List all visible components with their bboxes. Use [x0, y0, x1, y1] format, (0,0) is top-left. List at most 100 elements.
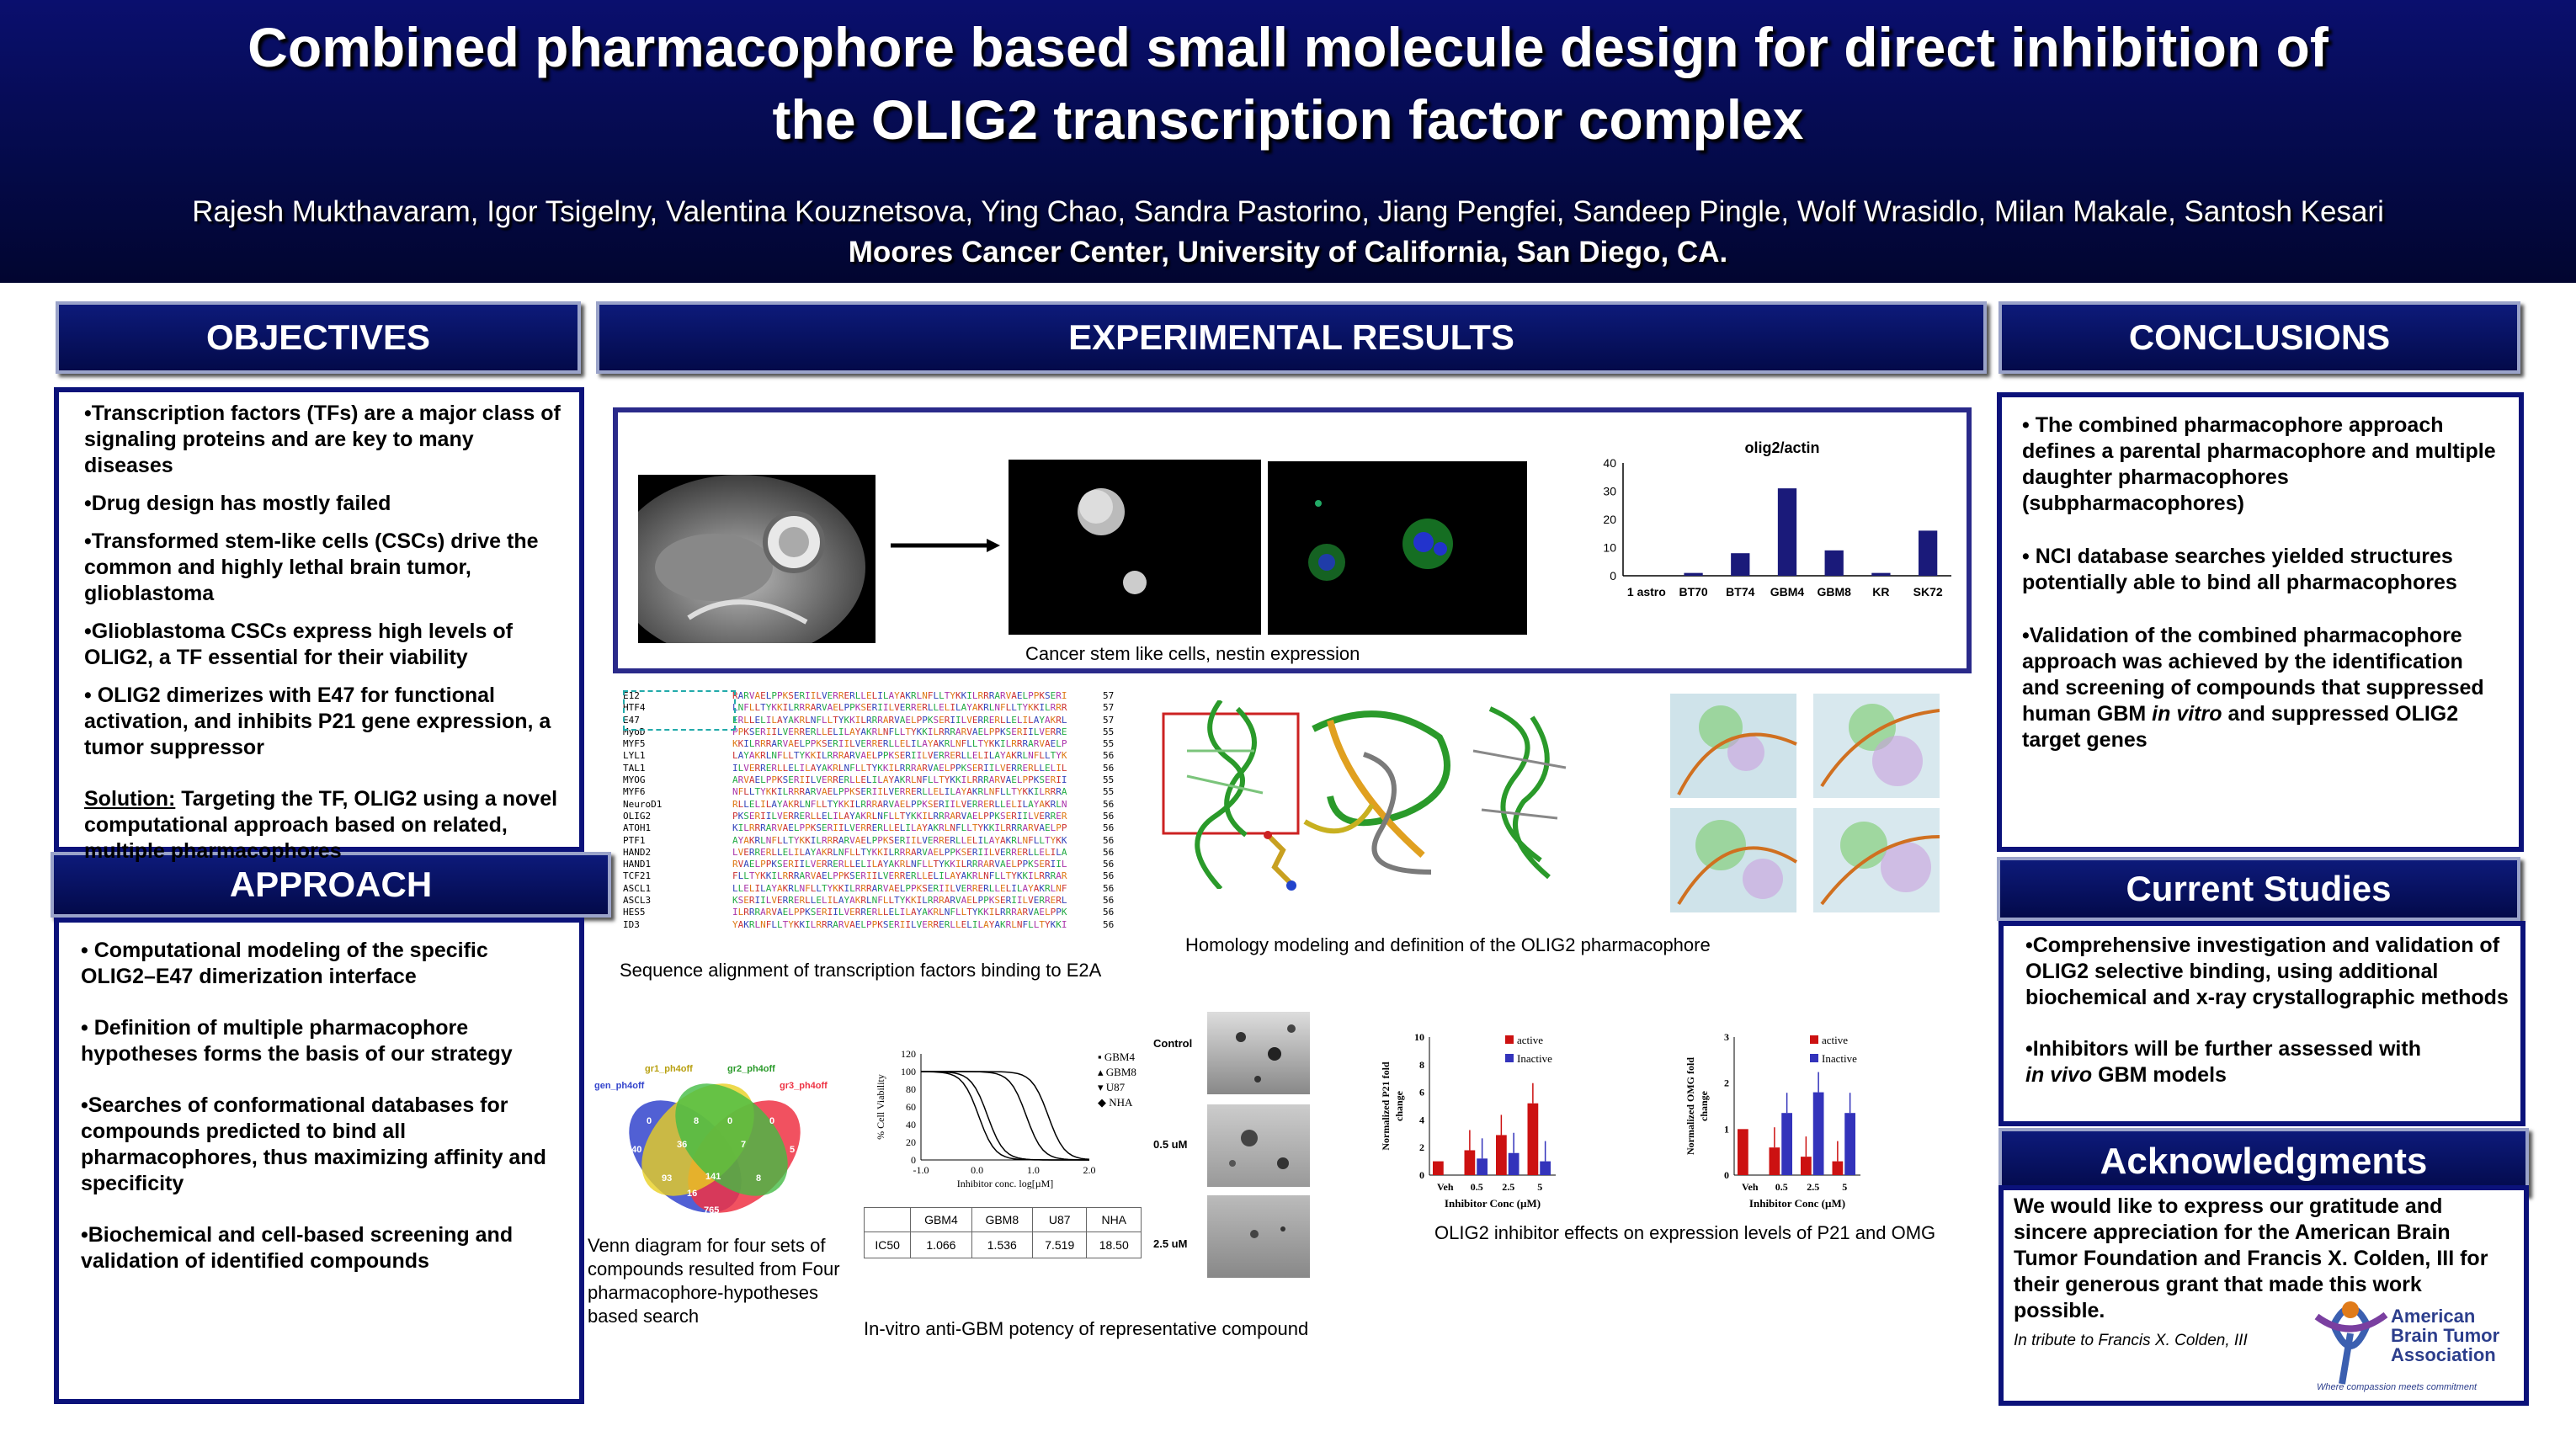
sequence-alignment: E12 HTF4 E47 MyoD MYF5 LYL1 TAL1 MYOG MYF6 NeuroD… [623, 690, 1128, 948]
conclusion-3-italic: in vitro [2152, 702, 2222, 726]
x-tick-label: 0.5 [1471, 1181, 1483, 1193]
solution-label: Solution: [84, 787, 176, 811]
sequence-row: LLELILAYAKRLNFLLTYKKILRRRARVAELPPKSERIIL… [732, 882, 1067, 894]
solution: Solution: Targeting the TF, OLIG2 using … [84, 786, 564, 864]
ic50-header-cell: U87 [1031, 1207, 1088, 1232]
sequence-end: 56 [1103, 822, 1115, 834]
sequence-name: ASCL1 [623, 882, 652, 894]
ic50-value: 1.536 [971, 1232, 1033, 1258]
y-axis-label: change [1393, 1090, 1405, 1121]
homology-model-3 [1465, 700, 1579, 886]
sequence-name: MYOG [623, 774, 646, 786]
approach-panel: • Computational modeling of the specific… [54, 918, 584, 1404]
homology-caption: Homology modeling and definition of the … [1185, 934, 1711, 955]
bar [1477, 1158, 1488, 1175]
venn-diagram: gen_ph4off gr1_ph4off gr2_ph4off gr3_ph4… [593, 1056, 837, 1219]
ic50-header-row: GBM4 GBM8 U87 NHA [863, 1207, 1142, 1232]
venn-count: 0 [672, 1086, 678, 1096]
approach-4: •Biochemical and cell-based screening an… [81, 1223, 514, 1273]
x-tick-label: 2.0 [1083, 1164, 1096, 1176]
bar [1919, 530, 1938, 576]
sequence-name: HAND2 [623, 846, 652, 858]
approach-3: •Searches of conformational databases fo… [81, 1093, 546, 1195]
venn-count: 0 [647, 1116, 652, 1126]
sequence-end: 56 [1103, 762, 1115, 774]
sequence-end: 56 [1103, 798, 1115, 810]
venn-count: 16 [687, 1189, 698, 1199]
bar [1433, 1161, 1444, 1175]
y-tick-label: 120 [901, 1048, 916, 1060]
results-header: EXPERIMENTAL RESULTS [596, 301, 1987, 374]
current-2: •Inhibitors will be further assessed wit… [2025, 1036, 2512, 1088]
pharmacophore-1 [1670, 694, 1797, 798]
venn-count: 8 [694, 1116, 700, 1126]
affiliation: Moores Cancer Center, University of Cali… [848, 236, 1728, 269]
approach-2: • Definition of multiple pharmacophore h… [81, 1016, 513, 1066]
viability-chart: 0 20 40 60 80 100 120 -1.0 0.0 1.0 2.0 Inhibitor co… [875, 1048, 1136, 1189]
sequence-row: PKSERIILVERRERLLELILAYAKRLNFLLTYKKILRRRA… [732, 810, 1067, 822]
colony-image-control [1207, 1012, 1310, 1094]
legend-entry: active [1517, 1034, 1543, 1046]
bar [1801, 1157, 1812, 1175]
venn-set-4: gr3_ph4off [780, 1081, 828, 1091]
bar [1832, 1161, 1844, 1175]
objective-2: •Drug design has mostly failed [84, 492, 391, 515]
omg-chart: 0 1 2 3 Veh 0.5 2.5 5 Inhibitor Conc (µM) Normali… [1685, 1031, 1860, 1210]
arrow-icon [891, 539, 1000, 552]
legend-swatch [1505, 1035, 1514, 1044]
legend-entry: ◆ NHA [1098, 1096, 1133, 1109]
x-tick-label: GBM8 [1817, 585, 1851, 598]
approach-header: APPROACH [51, 852, 611, 918]
pharmacophore-2 [1813, 694, 1940, 798]
logo-text: American Brain Tumor Association [2391, 1306, 2499, 1365]
y-axis-label: % Cell Viability [875, 1074, 886, 1140]
ic50-value-row: IC50 1.066 1.536 7.519 18.50 [863, 1232, 1142, 1258]
sequence-end: 55 [1103, 738, 1115, 750]
y-tick-label: 30 [1603, 485, 1616, 498]
x-tick-label: -1.0 [913, 1164, 929, 1176]
objective-1: •Transcription factors (TFs) are a major… [84, 402, 561, 477]
objectives-header: OBJECTIVES [56, 301, 581, 374]
series-line [921, 1071, 1090, 1161]
current-studies-header: Current Studies [1997, 857, 2520, 921]
series-line [921, 1071, 1090, 1161]
bar [1738, 1129, 1748, 1175]
colony-label-05: 0.5 uM [1153, 1138, 1188, 1151]
y-tick-label: 0 [911, 1154, 916, 1166]
sequence-caption: Sequence alignment of transcription fact… [620, 960, 1102, 981]
sequence-row: ILRRRARVAELPPKSERIILVERRERLLELILAYAKRLNF… [732, 907, 1067, 918]
homology-model-1 [1162, 699, 1305, 891]
tribute-text: In tribute to Francis X. Colden, III [2014, 1332, 2248, 1349]
bar [1496, 1135, 1507, 1175]
abta-logo: American Brain Tumor Association Where c… [2308, 1291, 2510, 1401]
logo-line-2: Brain Tumor [2391, 1325, 2500, 1346]
pharmacophore-images [1670, 694, 1940, 912]
ic50-table: GBM4 GBM8 U87 NHA IC50 1.066 1.536 7.519… [863, 1207, 1142, 1258]
logo-tagline: Where compassion meets commitment [2317, 1382, 2478, 1392]
solution-text: Targeting the TF, OLIG2 using a novel co… [84, 787, 558, 863]
y-tick-label: 20 [906, 1136, 916, 1148]
y-tick-label: 1 [1724, 1123, 1729, 1135]
sequence-name: PTF1 [623, 834, 646, 846]
sequence-row: ILVERRERLLELILAYAKRLNFLLTYKKILRRRARVAELP… [732, 762, 1067, 774]
current-2-tail: GBM models [2092, 1063, 2227, 1087]
sequence-name: MYF5 [623, 738, 646, 750]
y-tick-label: 8 [1419, 1059, 1424, 1071]
bar [1731, 553, 1750, 576]
sequence-row: KILRRRARVAELPPKSERIILVERRERLLELILAYAKRLN… [732, 822, 1067, 834]
sequence-end: 56 [1103, 870, 1115, 882]
venn-count: 0 [727, 1116, 733, 1126]
sequence-name: NeuroD1 [623, 798, 663, 810]
venn-set-2: gr1_ph4off [645, 1064, 693, 1074]
sequence-name: TAL1 [623, 762, 646, 774]
y-axis-label: change [1698, 1090, 1710, 1121]
potency-caption: In-vitro anti-GBM potency of representat… [864, 1318, 1309, 1339]
olig2-actin-chart: olig2/actin 0 10 20 30 40 1 astro BT70 BT74 GBM4… [1603, 439, 1951, 598]
current-1: •Comprehensive investigation and validat… [2025, 934, 2509, 1009]
sequence-end: 56 [1103, 895, 1115, 907]
ic50-header-cell [863, 1207, 912, 1232]
sequence-row: RARVAELPPKSERIILVERRERLLELILAYAKRLNFLLTY… [732, 690, 1067, 701]
sequence-row: RLLELILAYAKRLNFLLTYKKILRRRARVAELPPKSERII… [732, 798, 1067, 810]
sequence-name: ASCL3 [623, 895, 652, 907]
ic50-row-label: IC50 [863, 1232, 912, 1258]
